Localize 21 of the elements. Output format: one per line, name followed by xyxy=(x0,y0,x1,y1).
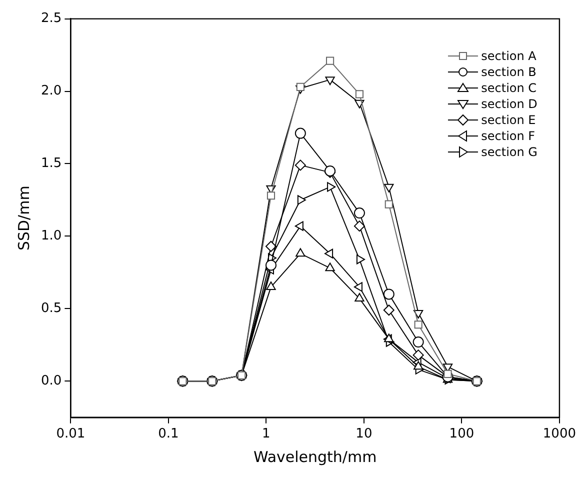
legend-label: section C xyxy=(481,80,537,96)
legend-label: section E xyxy=(481,112,536,128)
legend-label: section B xyxy=(481,64,536,80)
y-tick-label: 2.5 xyxy=(40,11,62,26)
y-axis-title: SSD/mm xyxy=(14,186,33,251)
x-axis-title: Wavelength/mm xyxy=(253,448,377,466)
x-tick-label: 0.1 xyxy=(158,426,179,442)
x-tick-label: 100 xyxy=(449,426,474,442)
y-tick-label: 1.0 xyxy=(40,228,62,244)
y-tick-label: 2.0 xyxy=(40,84,62,99)
legend-label: section F xyxy=(481,128,536,144)
y-tick-label: 0.5 xyxy=(40,301,62,316)
y-tick-label: 1.5 xyxy=(40,156,62,172)
legend-label: section G xyxy=(481,144,538,160)
legend-label: section A xyxy=(481,48,536,64)
x-tick-label: 10 xyxy=(356,426,372,442)
x-tick-label: 0.01 xyxy=(56,426,86,442)
x-tick-label: 1 xyxy=(262,426,270,442)
x-tick-label: 1000 xyxy=(542,426,576,442)
legend-label: section D xyxy=(481,96,538,112)
y-tick-label: 0.0 xyxy=(40,374,62,389)
